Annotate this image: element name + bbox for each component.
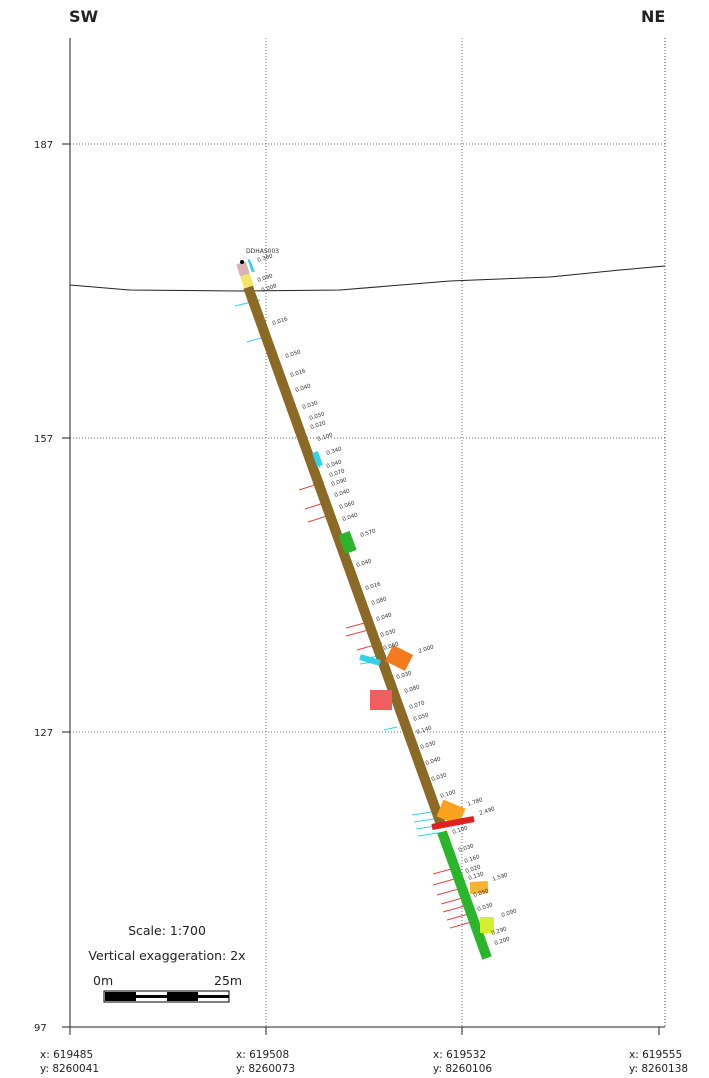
hole-id-label: DDHAS003 [246,248,279,255]
assay-value-label: 0.050 [473,888,490,899]
scale-ratio-label: Scale: 1:700 [128,923,206,938]
interval-orange [436,799,466,826]
collar-point [240,260,244,264]
drill-trace [243,285,447,829]
collar-segment-cyan [248,259,255,273]
assay-labels: 0.3800.0900.0080.0160.0500.0160.0400.030… [257,253,518,947]
coord-x-label: x: 619555 [629,1049,682,1061]
assay-value-label: 0.090 [331,477,348,488]
assay-value-label: 0.030 [420,740,437,751]
assay-value-label: 0.100 [317,432,334,443]
assay-value-label: 0.040 [425,756,442,767]
assay-value-label: 0.040 [295,383,312,394]
assay-value-label: 0.070 [409,700,426,711]
assay-value-label: 0.050 [285,349,302,360]
assay-value-label: 0.030 [380,628,397,639]
assay-value-label: 0.070 [329,468,346,479]
assay-value-label: 0.030 [302,400,319,411]
assay-value-label: 0.040 [334,488,351,499]
assay-value-label: 0.008 [261,283,278,294]
interval-red [431,816,475,830]
elevation-label: 127 [34,728,53,739]
assay-value-label: 0.340 [326,446,343,457]
assay-value-label: 0.050 [413,712,430,723]
coord-y-label: y: 8260106 [433,1063,492,1075]
coord-y-label: y: 8260138 [629,1063,688,1075]
interval-orange [469,881,489,894]
coord-x-label: x: 619485 [40,1049,93,1061]
assay-value-label: 0.020 [310,420,327,431]
assay-value-label: 0.200 [494,936,511,947]
vertical-exaggeration-label: Vertical exaggeration: 2x [88,948,245,963]
scale-block: Scale: 1:700 Vertical exaggeration: 2x 0… [88,923,246,1003]
assay-value-label: 0.090 [257,273,274,284]
elevation-label: 157 [34,434,53,445]
coord-x-label: x: 619532 [433,1049,486,1061]
coord-y-label: y: 8260073 [236,1063,295,1075]
interval-green [338,530,357,555]
structure-tick [417,831,445,837]
assay-value-label: 0.080 [404,684,421,695]
assay-value-label: 0.030 [458,843,475,854]
scale-bar-start-label: 0m [93,973,113,988]
assay-value-label: 0.290 [491,926,508,937]
assay-value-label: 0.040 [342,512,359,523]
interval-fresh-green [437,830,492,960]
elevation-label: 97 [34,1023,47,1034]
assay-value-label: 0.040 [356,558,373,569]
interval-cyan [312,450,323,468]
assay-value-label: 0.016 [290,368,307,379]
collar-segment-yellow [240,273,254,289]
assay-value-label: 1.780 [467,797,484,808]
interval-orange [384,644,414,672]
assay-value-label: 0.380 [257,253,274,264]
assay-value-label: 0.020 [465,864,482,875]
collar-segment-pink [236,261,250,277]
assay-value-label: 2.000 [418,644,435,655]
coord-x-label: x: 619508 [236,1049,289,1061]
elevation-label: 187 [34,140,53,151]
scale-bar-end-label: 25m [214,973,242,988]
assay-value-label: 0.016 [365,581,382,592]
assay-value-label: 1.590 [492,872,509,883]
assay-value-label: 0.060 [383,641,400,652]
assay-value-label: 0.040 [376,612,393,623]
assay-value-label: 0.100 [452,825,469,836]
direction-ne-label: NE [641,7,665,26]
topography-line [69,265,666,292]
assay-value-label: 0.130 [468,871,485,882]
assay-value-label: 0.030 [396,670,413,681]
assay-value-label: 0.050 [309,411,326,422]
assay-value-label: 0.016 [272,316,289,327]
assay-value-label: 0.140 [416,725,433,736]
assay-value-label: 0.570 [360,528,377,539]
grid [70,38,665,1027]
assay-value-label: 0.160 [464,854,481,865]
assay-value-label: 0.090 [501,908,518,919]
scale-bar [103,990,230,1003]
assay-value-label: 0.100 [440,789,457,800]
interval-cyan [359,654,381,666]
assay-value-label: 0.060 [339,500,356,511]
assay-value-label: 0.040 [326,459,343,470]
coord-y-label: y: 8260041 [40,1063,99,1075]
assay-value-label: 0.080 [371,596,388,607]
assay-value-label: 0.030 [477,902,494,913]
assay-value-label: 2.490 [479,806,496,817]
assay-value-label: 0.030 [431,772,448,783]
structure-tick [383,726,398,731]
direction-sw-label: SW [69,7,99,26]
